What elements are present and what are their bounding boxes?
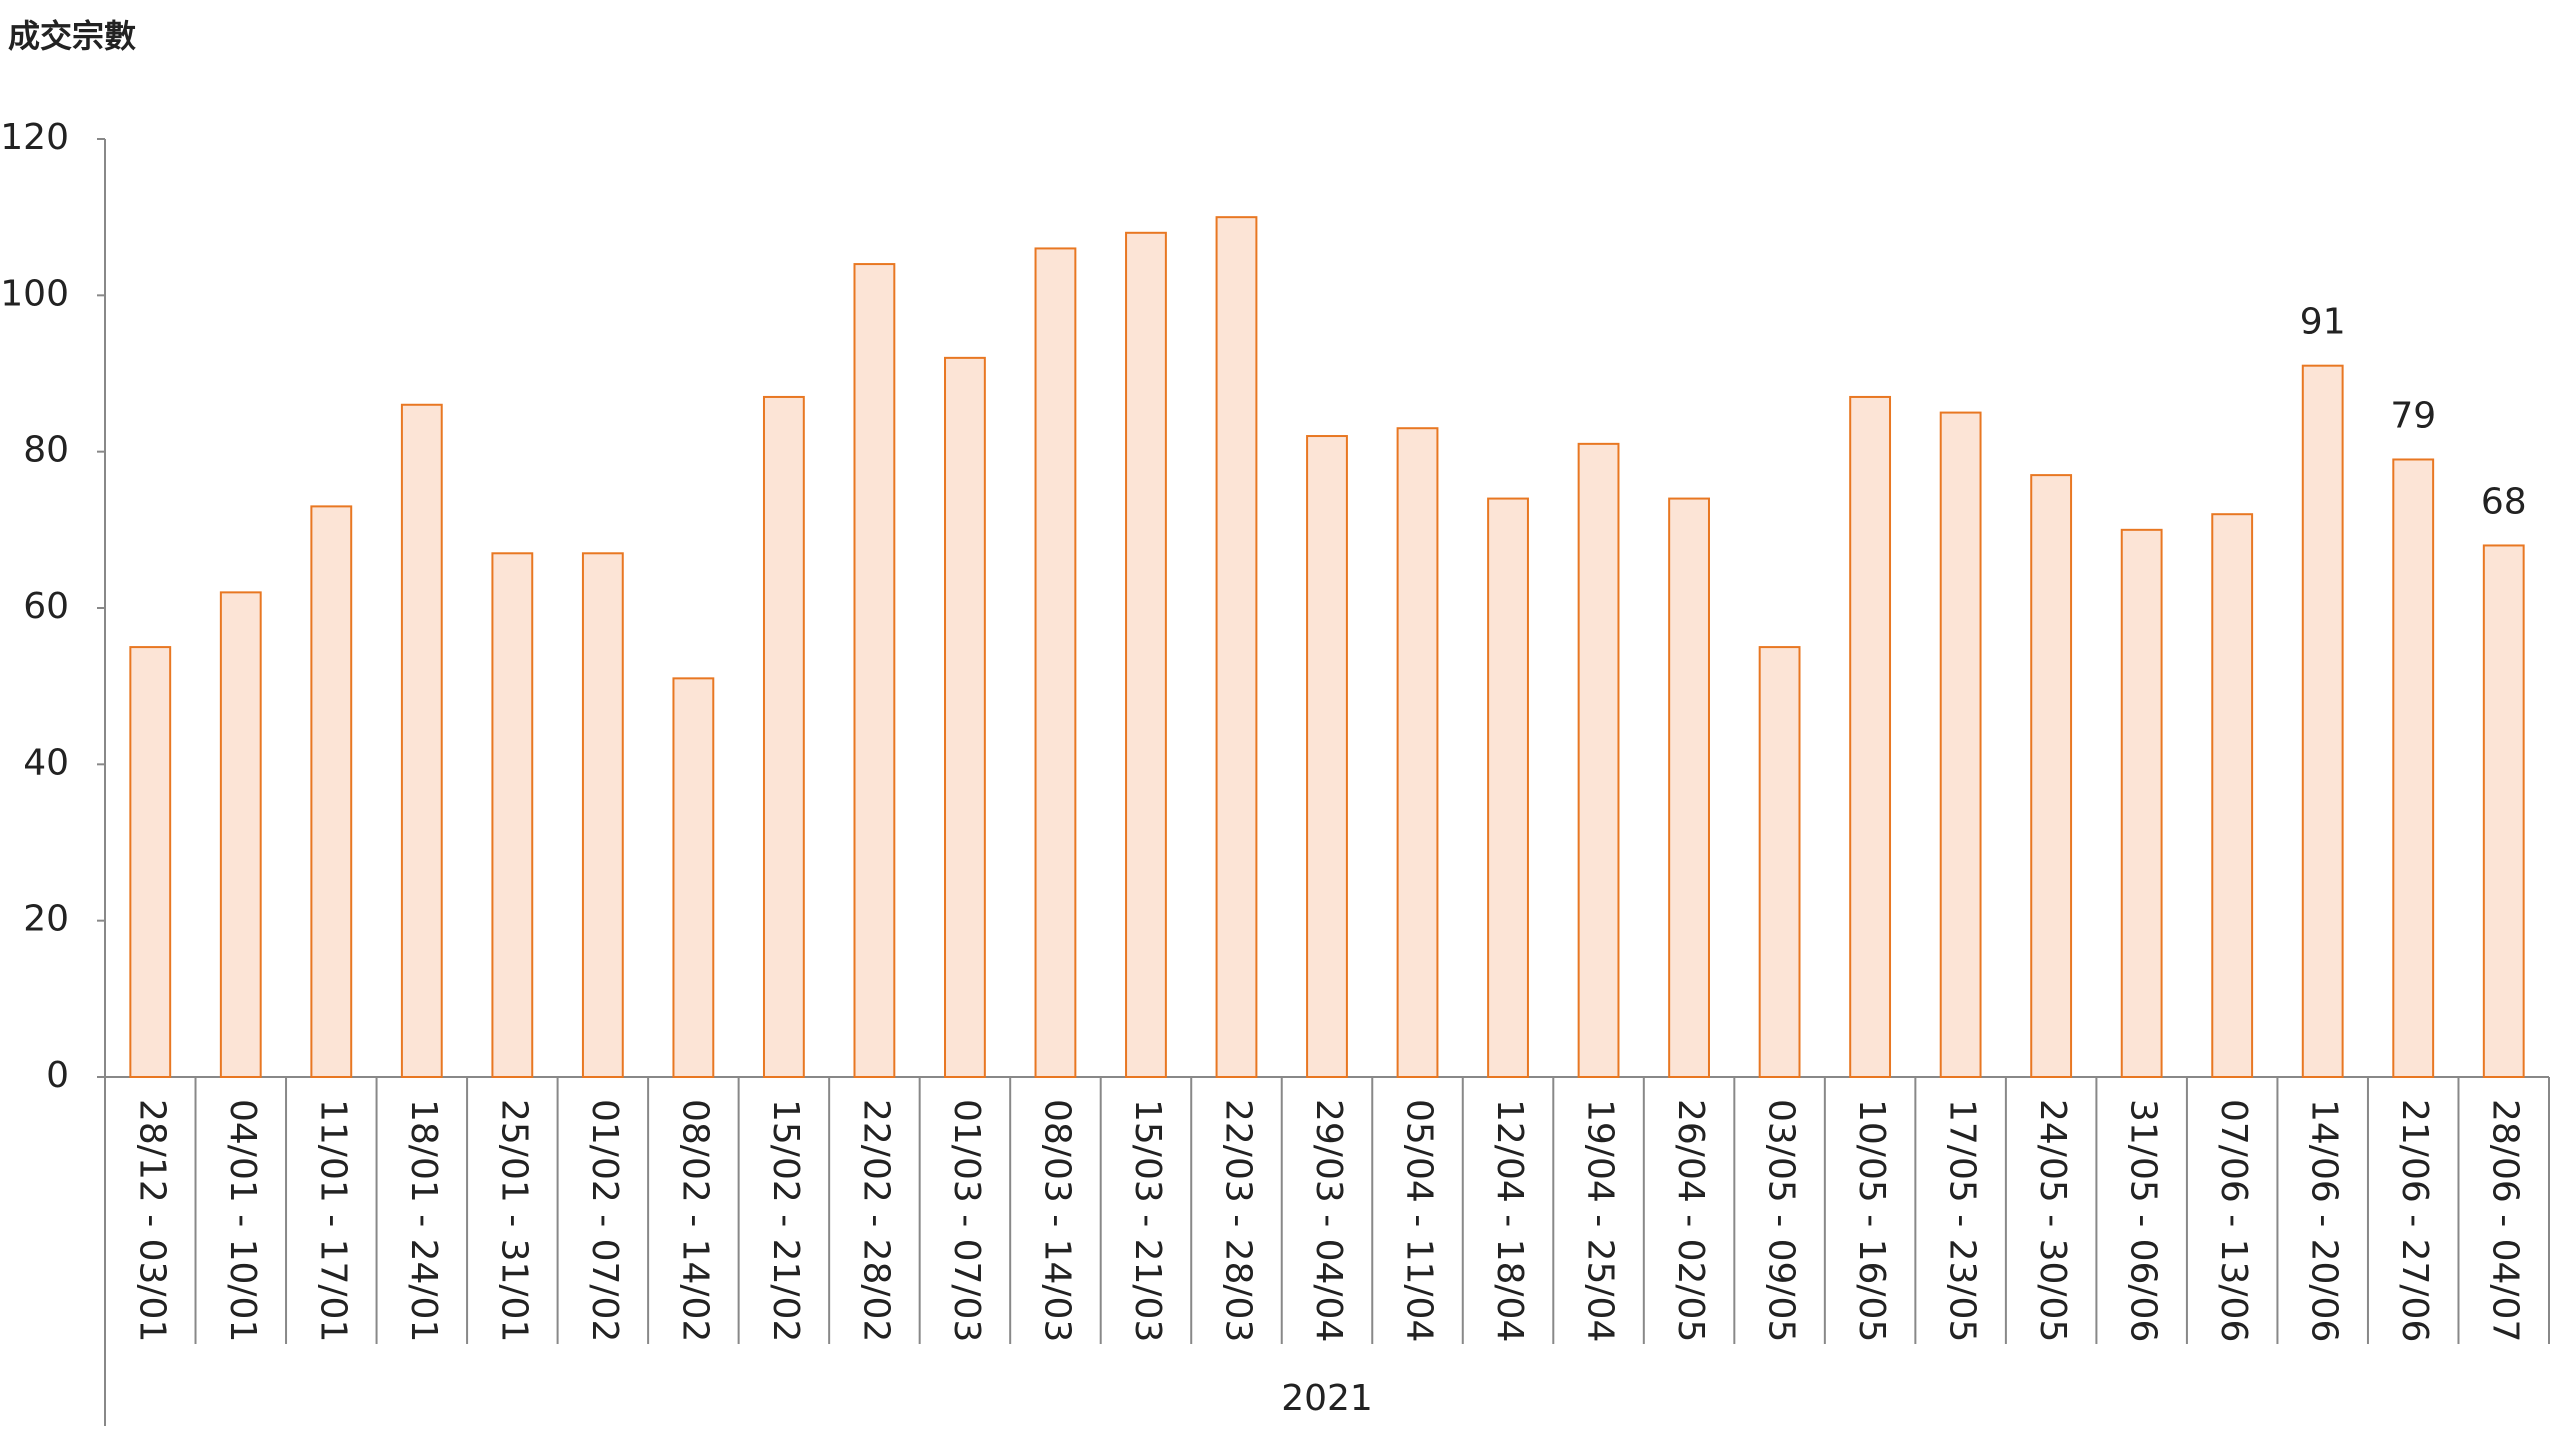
x-tick-label: 28/12 - 03/01 [131,1099,172,1342]
x-tick-label: 21/06 - 27/06 [2394,1099,2435,1342]
x-tick-label: 26/04 - 02/05 [1670,1099,1711,1342]
x-tick-label: 24/05 - 30/05 [2032,1099,2073,1342]
bar [1306,435,1348,1078]
bar [1758,646,1801,1078]
bar [2301,364,2344,1078]
x-tick-label: 18/01 - 24/01 [403,1099,444,1342]
x-tick-label: 10/05 - 16/05 [1851,1099,1892,1342]
x-tick-label: 19/04 - 25/04 [1580,1099,1621,1342]
x-tick-label: 17/05 - 23/05 [1942,1099,1983,1342]
y-tick-label: 120 [0,117,69,158]
x-tick-label: 11/01 - 17/01 [312,1099,353,1342]
bar [2211,513,2254,1078]
x-tick-label: 28/06 - 04/07 [2485,1099,2526,1342]
group-label: 2021 [1281,1378,1373,1419]
x-tick-label: 03/05 - 09/05 [1761,1099,1802,1342]
bar [129,646,172,1078]
bar [1668,497,1710,1079]
bar [672,677,715,1078]
x-tick-label: 07/06 - 13/06 [2213,1099,2254,1342]
bar [944,356,986,1079]
x-tick-label: 04/01 - 10/01 [222,1099,263,1342]
y-tick-label: 20 [23,899,69,940]
bar [2120,528,2163,1078]
x-tick-label: 29/03 - 04/04 [1308,1099,1349,1342]
x-tick-label: 15/03 - 21/03 [1127,1099,1168,1342]
value-label: 79 [2390,395,2436,436]
bar [762,395,805,1078]
bar [219,591,262,1078]
bar [2482,544,2525,1078]
x-tick-label: 22/02 - 28/02 [855,1099,896,1342]
bar [1215,216,1258,1078]
y-tick-label: 80 [23,430,69,471]
value-label: 91 [2300,302,2346,343]
bar [1849,395,1892,1078]
x-tick-label: 15/02 - 21/02 [765,1099,806,1342]
bar [1487,497,1529,1079]
x-tick-label: 05/04 - 11/04 [1399,1099,1440,1342]
y-axis-title: 成交宗數 [8,17,136,55]
bar [1125,231,1167,1079]
bar [1577,442,1620,1079]
y-tick-label: 40 [23,742,69,783]
x-tick-label: 31/05 - 06/06 [2123,1099,2164,1342]
bar [1396,427,1439,1078]
y-tick-label: 0 [46,1055,69,1096]
x-tick-label: 08/03 - 14/03 [1036,1099,1077,1342]
x-tick-label: 01/02 - 07/02 [584,1099,625,1342]
bar [1939,411,1982,1079]
x-tick-label: 12/04 - 18/04 [1489,1099,1530,1342]
bar [2030,474,2073,1079]
bar [2392,458,2435,1078]
bar [1034,247,1077,1078]
bar [581,552,624,1078]
bar [400,403,443,1078]
x-tick-label: 22/03 - 28/03 [1217,1099,1258,1342]
x-tick-label: 01/03 - 07/03 [946,1099,987,1342]
y-tick-label: 60 [23,586,69,627]
y-tick-label: 100 [0,273,69,314]
value-label: 68 [2481,481,2527,522]
x-tick-label: 08/02 - 14/02 [674,1099,715,1342]
bar [310,505,353,1078]
bar [853,263,896,1079]
x-tick-label: 14/06 - 20/06 [2304,1099,2345,1342]
bar [491,552,534,1078]
x-tick-label: 25/01 - 31/01 [493,1099,534,1342]
